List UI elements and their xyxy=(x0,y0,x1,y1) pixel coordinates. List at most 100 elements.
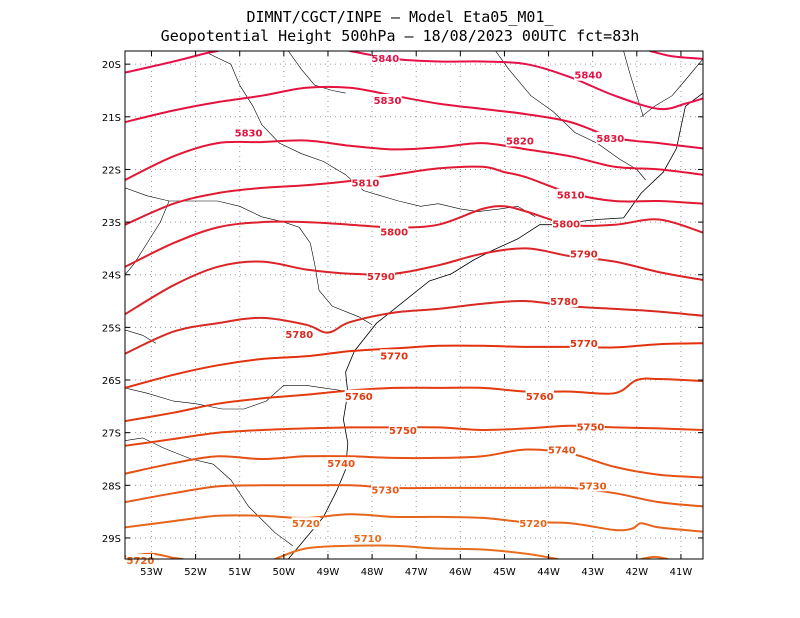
contour-line-5820 xyxy=(125,139,703,181)
contour-label: 5830 xyxy=(596,134,624,145)
contour-label: 5840 xyxy=(371,54,399,65)
contour-label-bg xyxy=(366,269,396,282)
contour-label: 5800 xyxy=(380,228,408,239)
chart-title-line-2: Geopotential Height 500hPa – 18/08/2023 … xyxy=(160,27,640,45)
contour-label-bg xyxy=(518,517,548,530)
x-tick-label: 44W xyxy=(537,567,560,578)
x-tick-label: 53W xyxy=(140,567,163,578)
contour-label-bg xyxy=(373,93,402,106)
contour-line-5760 xyxy=(125,377,703,423)
x-tick-label: 50W xyxy=(273,567,296,578)
contour-label-bg xyxy=(379,225,409,238)
contour-line-5840 xyxy=(649,51,703,60)
contour-label: 5750 xyxy=(389,426,417,437)
plot-frame xyxy=(124,50,704,560)
contour-label-bg xyxy=(126,554,155,567)
state-border xyxy=(208,53,536,218)
contour-label: 5710 xyxy=(354,534,382,545)
contour-label-bg xyxy=(371,51,400,64)
contour-label-bg xyxy=(549,295,579,308)
grid-lines xyxy=(125,51,703,559)
state-border xyxy=(623,51,644,117)
x-tick-label: 43W xyxy=(581,567,604,578)
x-tick-label: 48W xyxy=(361,567,384,578)
contour-line-5710 xyxy=(640,555,669,559)
contour-label: 5730 xyxy=(371,486,399,497)
x-tick-label: 41W xyxy=(670,567,693,578)
contour-label-bg xyxy=(353,531,382,544)
x-tick-label: 46W xyxy=(449,567,472,578)
contour-label: 5790 xyxy=(367,272,395,283)
contour-label-bg xyxy=(326,457,356,470)
contour-label-bg xyxy=(569,337,599,350)
y-tick-label: 27S xyxy=(102,429,121,440)
contour-label: 5760 xyxy=(526,392,554,403)
contour-label-bg xyxy=(388,424,418,437)
contour-label-bg xyxy=(569,247,599,260)
y-tick-label: 25S xyxy=(102,323,121,334)
state-border xyxy=(125,200,170,275)
contour-label: 5830 xyxy=(235,129,263,140)
x-tick-label: 45W xyxy=(493,567,516,578)
y-tick-label: 29S xyxy=(102,534,121,545)
contour-label-bg xyxy=(285,328,314,341)
contour-label: 5820 xyxy=(506,136,534,147)
contour-line-5840 xyxy=(349,51,703,111)
contour-label-bg xyxy=(351,176,380,189)
contour-line-5800 xyxy=(125,205,703,268)
contour-label-bg xyxy=(574,68,603,81)
contour-label-bg xyxy=(556,188,585,201)
contour-line-5790 xyxy=(125,247,703,316)
contour-label: 5720 xyxy=(292,519,320,530)
y-tick-label: 20S xyxy=(102,60,121,71)
contour-label: 5800 xyxy=(552,220,580,231)
contour-label-bg xyxy=(344,389,374,402)
contour-label: 5720 xyxy=(519,519,547,530)
x-tick-label: 49W xyxy=(317,567,340,578)
state-border xyxy=(125,437,293,547)
contour-label-bg xyxy=(379,349,409,362)
contour-label: 5760 xyxy=(345,392,373,403)
y-tick-label: 28S xyxy=(102,481,121,492)
state-border xyxy=(125,384,342,410)
contour-label-bg xyxy=(576,420,605,433)
x-tick-label: 42W xyxy=(626,567,649,578)
contour-line-5840 xyxy=(125,51,219,74)
y-tick-label: 21S xyxy=(102,113,121,124)
contour-label: 5840 xyxy=(574,71,602,82)
contour-label: 5740 xyxy=(327,459,355,470)
y-tick-label: 24S xyxy=(102,271,121,282)
contour-line-5770 xyxy=(125,342,703,389)
contour-label-bg xyxy=(371,483,400,496)
contour-line-5810 xyxy=(125,165,703,226)
state-border xyxy=(641,58,703,118)
contour-line-5780 xyxy=(125,300,703,355)
x-tick-label: 47W xyxy=(405,567,428,578)
x-tick-label: 52W xyxy=(184,567,207,578)
contour-label: 5810 xyxy=(352,179,380,190)
chart-title-line-1: DIMNT/CGCT/INPE – Model Eta05_M01_ xyxy=(246,8,554,26)
x-tick-label: 51W xyxy=(228,567,251,578)
contour-label: 5790 xyxy=(570,250,598,261)
contour-label-bg xyxy=(291,517,321,530)
contour-line-5710 xyxy=(274,544,559,559)
contour-label: 5810 xyxy=(557,191,585,202)
contour-label: 5780 xyxy=(550,297,578,308)
contour-line-5740 xyxy=(125,448,703,479)
contour-label-bg xyxy=(552,217,581,230)
contour-label-bg xyxy=(234,126,263,139)
map-boundaries xyxy=(125,51,703,559)
contour-label-bg xyxy=(525,389,554,402)
y-axis-ticks: 20S 21S 22S 23S 24S 25S 26S 27S 28S 29S xyxy=(102,60,703,545)
y-tick-label: 26S xyxy=(102,376,121,387)
contour-label: 5830 xyxy=(374,96,402,107)
y-tick-label: 23S xyxy=(102,218,121,229)
contour-label-bg xyxy=(596,131,625,144)
contour-label: 5750 xyxy=(577,422,605,433)
contour-label: 5770 xyxy=(570,339,598,350)
coastline xyxy=(287,92,703,559)
state-border xyxy=(288,51,346,94)
contour-label: 5770 xyxy=(380,351,408,362)
contour-label: 5730 xyxy=(579,481,607,492)
